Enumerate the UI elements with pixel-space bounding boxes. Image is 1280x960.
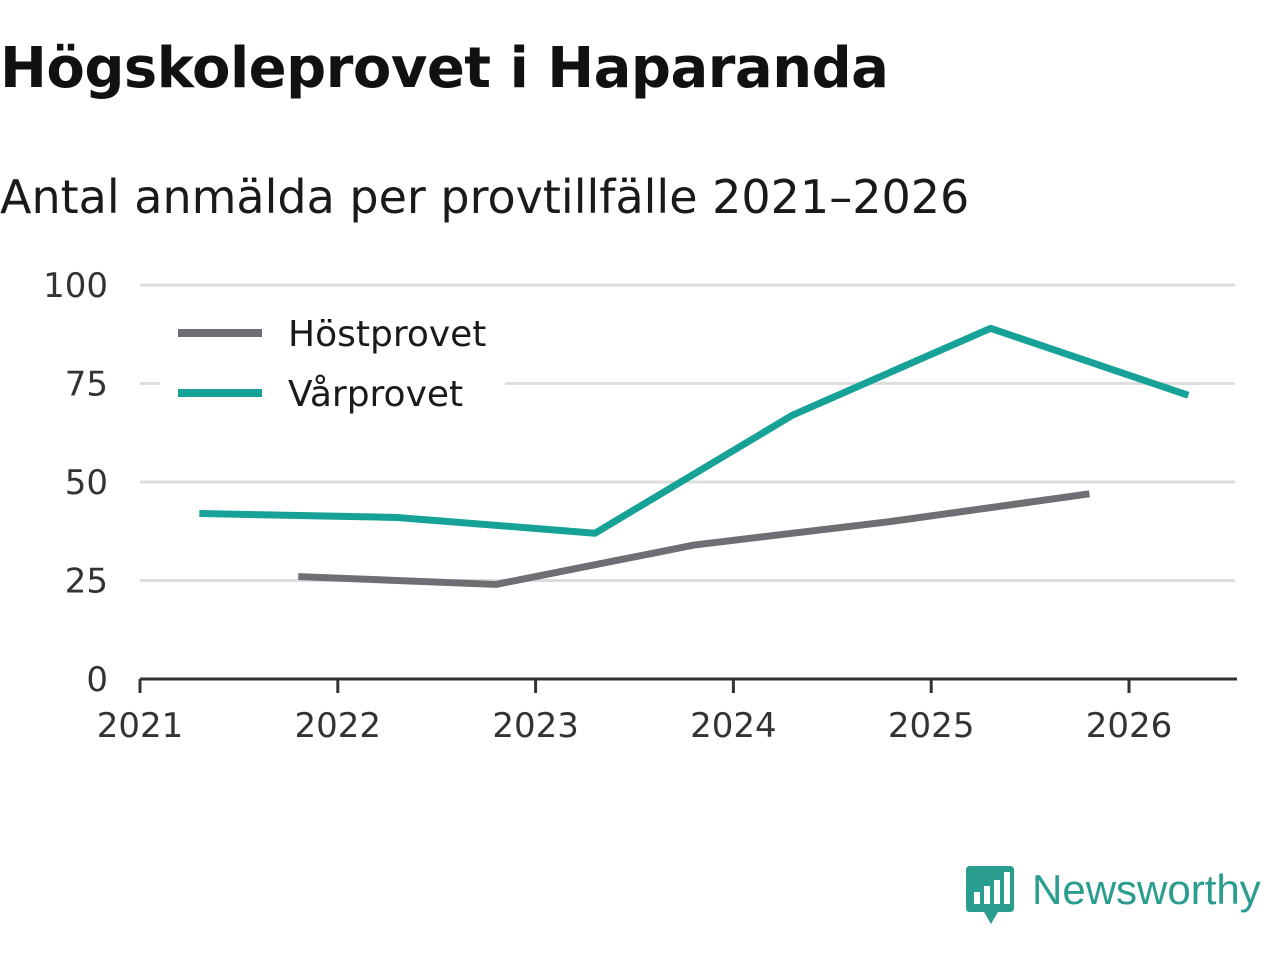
legend: Höstprovet Vårprovet: [160, 305, 505, 415]
legend-label-varprovet: Vårprovet: [288, 374, 463, 415]
data-point-varprovet: [594, 532, 596, 534]
x-tick-label: 2023: [492, 706, 579, 746]
data-point-varprovet: [1187, 394, 1189, 396]
y-tick-label: 50: [65, 463, 108, 503]
chart-title: Högskoleprovet i Haparanda: [0, 36, 889, 101]
y-tick-label: 25: [65, 562, 108, 602]
y-tick-label: 75: [65, 365, 108, 405]
brand-name: Newsworthy: [1032, 866, 1261, 913]
axes: 0 25 50 75 100 2021 2022 2023 2024 2025 2026: [43, 266, 1237, 746]
data-point-varprovet: [396, 516, 398, 518]
data-point-varprovet: [792, 414, 794, 416]
y-tick-label: 100: [43, 266, 108, 306]
x-tick-label: 2024: [690, 706, 777, 746]
series-lines: [198, 324, 1190, 588]
y-tick-label: 0: [86, 660, 108, 700]
data-point-hostprovet: [297, 576, 299, 578]
legend-label-hostprovet: Höstprovet: [288, 314, 486, 355]
x-tick-label: 2025: [888, 706, 975, 746]
data-point-hostprovet: [693, 544, 695, 546]
newsworthy-logo-icon: [966, 866, 1014, 924]
x-tick-label: 2026: [1086, 706, 1173, 746]
x-tick-label: 2021: [97, 706, 184, 746]
series-line-varprovet: [199, 324, 1190, 537]
x-tick-label: 2022: [295, 706, 382, 746]
data-point-hostprovet: [1088, 493, 1090, 495]
newsworthy-logo: Newsworthy: [966, 866, 1261, 924]
data-point-varprovet: [990, 327, 992, 329]
data-point-hostprovet: [891, 520, 893, 522]
series-line-hostprovet: [298, 490, 1090, 588]
data-point-varprovet: [198, 513, 200, 515]
data-point-hostprovet: [495, 583, 497, 585]
chart-subtitle: Antal anmälda per provtillfälle 2021–202…: [0, 170, 970, 224]
